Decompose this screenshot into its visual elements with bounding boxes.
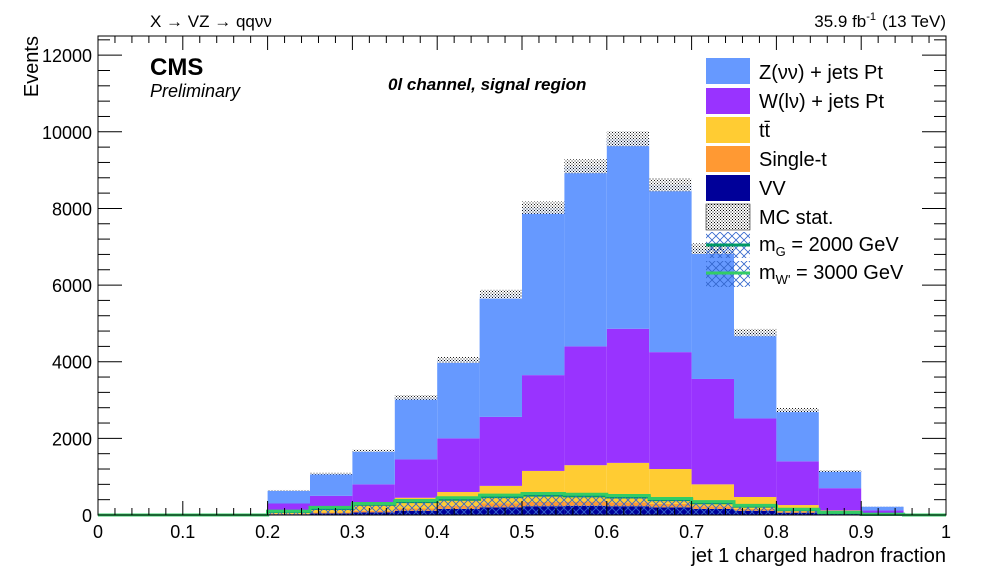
legend: Z(νν) + jets Pt W(lν) + jets Pt tt̄ Sing…	[705, 58, 904, 287]
y-tick-label: 4000	[52, 353, 92, 373]
bar-z-jets-pt-9	[479, 294, 522, 417]
mc-stat-band-11	[564, 159, 607, 174]
y-tick-label: 0	[82, 506, 92, 526]
signal-w-label-main: m	[759, 262, 776, 284]
y-tick-label: 8000	[52, 199, 92, 219]
bar-z-jets-pt-7	[394, 397, 438, 460]
mc-stat-band-10	[522, 201, 565, 214]
legend-swatch-mcstat	[705, 203, 751, 231]
legend-swatch-signal-g	[706, 232, 750, 258]
channel-label: 0l channel, signal region	[388, 75, 586, 94]
legend-label-singlet: Single-t	[759, 149, 827, 171]
y-tick-label: 2000	[52, 429, 92, 449]
bar-w-l-jets-pt-11	[564, 346, 607, 466]
legend-label-zjets: Z(νν) + jets Pt	[759, 62, 883, 84]
mc-stat-band-7	[394, 395, 438, 400]
x-tick-label: 0.8	[764, 522, 789, 542]
process-label: X → VZ → qqνν	[150, 12, 272, 31]
bar-w-l-jets-pt-12	[606, 328, 650, 463]
y-axis-title: Events	[21, 36, 43, 97]
x-tick-label: 0.7	[679, 522, 704, 542]
x-tick-label: 0.4	[425, 522, 450, 542]
lumi-energy: (13 TeV)	[882, 12, 946, 31]
bar-w-l-jets-pt-16	[776, 461, 819, 506]
mc-stat-band-4	[267, 489, 310, 491]
x-tick-label: 0.1	[170, 522, 195, 542]
axes: 0 0.1 0.2 0.3 0.4 0.5 0.6 0.7 0.8 0.9 1 0 2000 4000 60…	[42, 36, 951, 542]
legend-label-signal-g: mG = 2000 GeV	[759, 234, 899, 259]
bar-z-jets-pt-6	[352, 450, 395, 485]
signal-g-label-main: m	[759, 234, 776, 256]
bar-w-l-jets-pt-10	[522, 375, 565, 471]
bar-z-jets-pt-11	[564, 166, 607, 347]
bar-w-l-jets-pt-15	[734, 418, 777, 497]
mc-stat-band-13	[649, 178, 692, 192]
legend-label-wjets: W(lν) + jets Pt	[759, 91, 884, 113]
mc-stat-band-8	[437, 356, 480, 363]
x-tick-label: 0.6	[594, 522, 619, 542]
bar-w-l-jets-pt-5	[310, 495, 353, 508]
mc-stat-band-12	[606, 131, 650, 147]
lumi-label: 35.9 fb-1 (13 TeV)	[814, 11, 946, 31]
bar-z-jets-pt-15	[734, 332, 777, 419]
bar-z-jets-pt-5	[310, 473, 353, 496]
mc-stat-band-9	[479, 289, 522, 299]
bar-w-l-jets-pt-8	[437, 438, 480, 493]
signal-line-1	[98, 492, 946, 517]
x-tick-label: 0.2	[255, 522, 280, 542]
bar-w-l-jets-pt-7	[394, 459, 438, 498]
x-axis-title: jet 1 charged hadron fraction	[690, 545, 946, 567]
x-tick-label: 0.3	[340, 522, 365, 542]
legend-swatch-signal-w	[706, 261, 750, 287]
bar-z-jets-pt-18	[861, 506, 904, 511]
mc-stat-band-5	[310, 472, 353, 475]
bar-z-jets-pt-13	[649, 184, 692, 353]
x-tick-label: 0.9	[849, 522, 874, 542]
bar-w-l-jets-pt-4	[267, 503, 310, 512]
lumi-exponent: -1	[866, 11, 876, 23]
legend-label-mcstat: MC stat.	[759, 207, 833, 229]
y-tick-label: 6000	[52, 276, 92, 296]
bar-z-jets-pt-16	[776, 410, 819, 462]
bar-z-jets-pt-10	[522, 207, 565, 376]
legend-swatch-zjets	[706, 58, 750, 84]
bar-w-l-jets-pt-17	[818, 488, 862, 511]
legend-swatch-wjets	[706, 88, 750, 114]
legend-swatch-ttbar	[706, 117, 750, 143]
mc-stat-band-17	[818, 470, 862, 472]
signal-g-label-rest: = 2000 GeV	[786, 234, 900, 256]
x-tick-label: 1	[941, 522, 951, 542]
mc-stat-band-6	[352, 449, 395, 452]
bar-w-l-jets-pt-9	[479, 416, 522, 486]
y-tick-label: 12000	[42, 46, 92, 66]
signal-w-label-sub: W'	[776, 272, 791, 287]
x-tick-label: 0	[93, 522, 103, 542]
bar-z-jets-pt-4	[267, 490, 310, 504]
bar-w-l-jets-pt-14	[691, 378, 734, 485]
signal-g-label-sub: G	[776, 244, 786, 259]
bar-z-jets-pt-8	[437, 359, 480, 439]
mc-stat-band-15	[734, 328, 777, 337]
y-tick-label: 10000	[42, 123, 92, 143]
bar-z-jets-pt-12	[606, 138, 650, 329]
mc-stat-band-16	[776, 407, 819, 413]
cms-label: CMS	[150, 54, 203, 81]
legend-label-ttbar: tt̄	[759, 120, 771, 142]
lumi-value: 35.9 fb	[814, 12, 866, 31]
legend-swatch-vv	[706, 175, 750, 201]
bar-z-jets-pt-17	[818, 470, 862, 489]
bar-w-l-jets-pt-6	[352, 484, 395, 504]
preliminary-label: Preliminary	[150, 81, 241, 101]
bar-tt--15	[734, 496, 777, 509]
legend-swatch-singlet	[706, 146, 750, 172]
bar-w-l-jets-pt-13	[649, 352, 692, 470]
legend-label-vv: VV	[759, 178, 786, 200]
stacked-bars	[267, 138, 904, 515]
legend-label-signal-w: mW' = 3000 GeV	[759, 262, 904, 287]
x-tick-label: 0.5	[509, 522, 534, 542]
signal-w-label-rest: = 3000 GeV	[790, 262, 904, 284]
bar-w-l-jets-pt-18	[861, 510, 904, 514]
